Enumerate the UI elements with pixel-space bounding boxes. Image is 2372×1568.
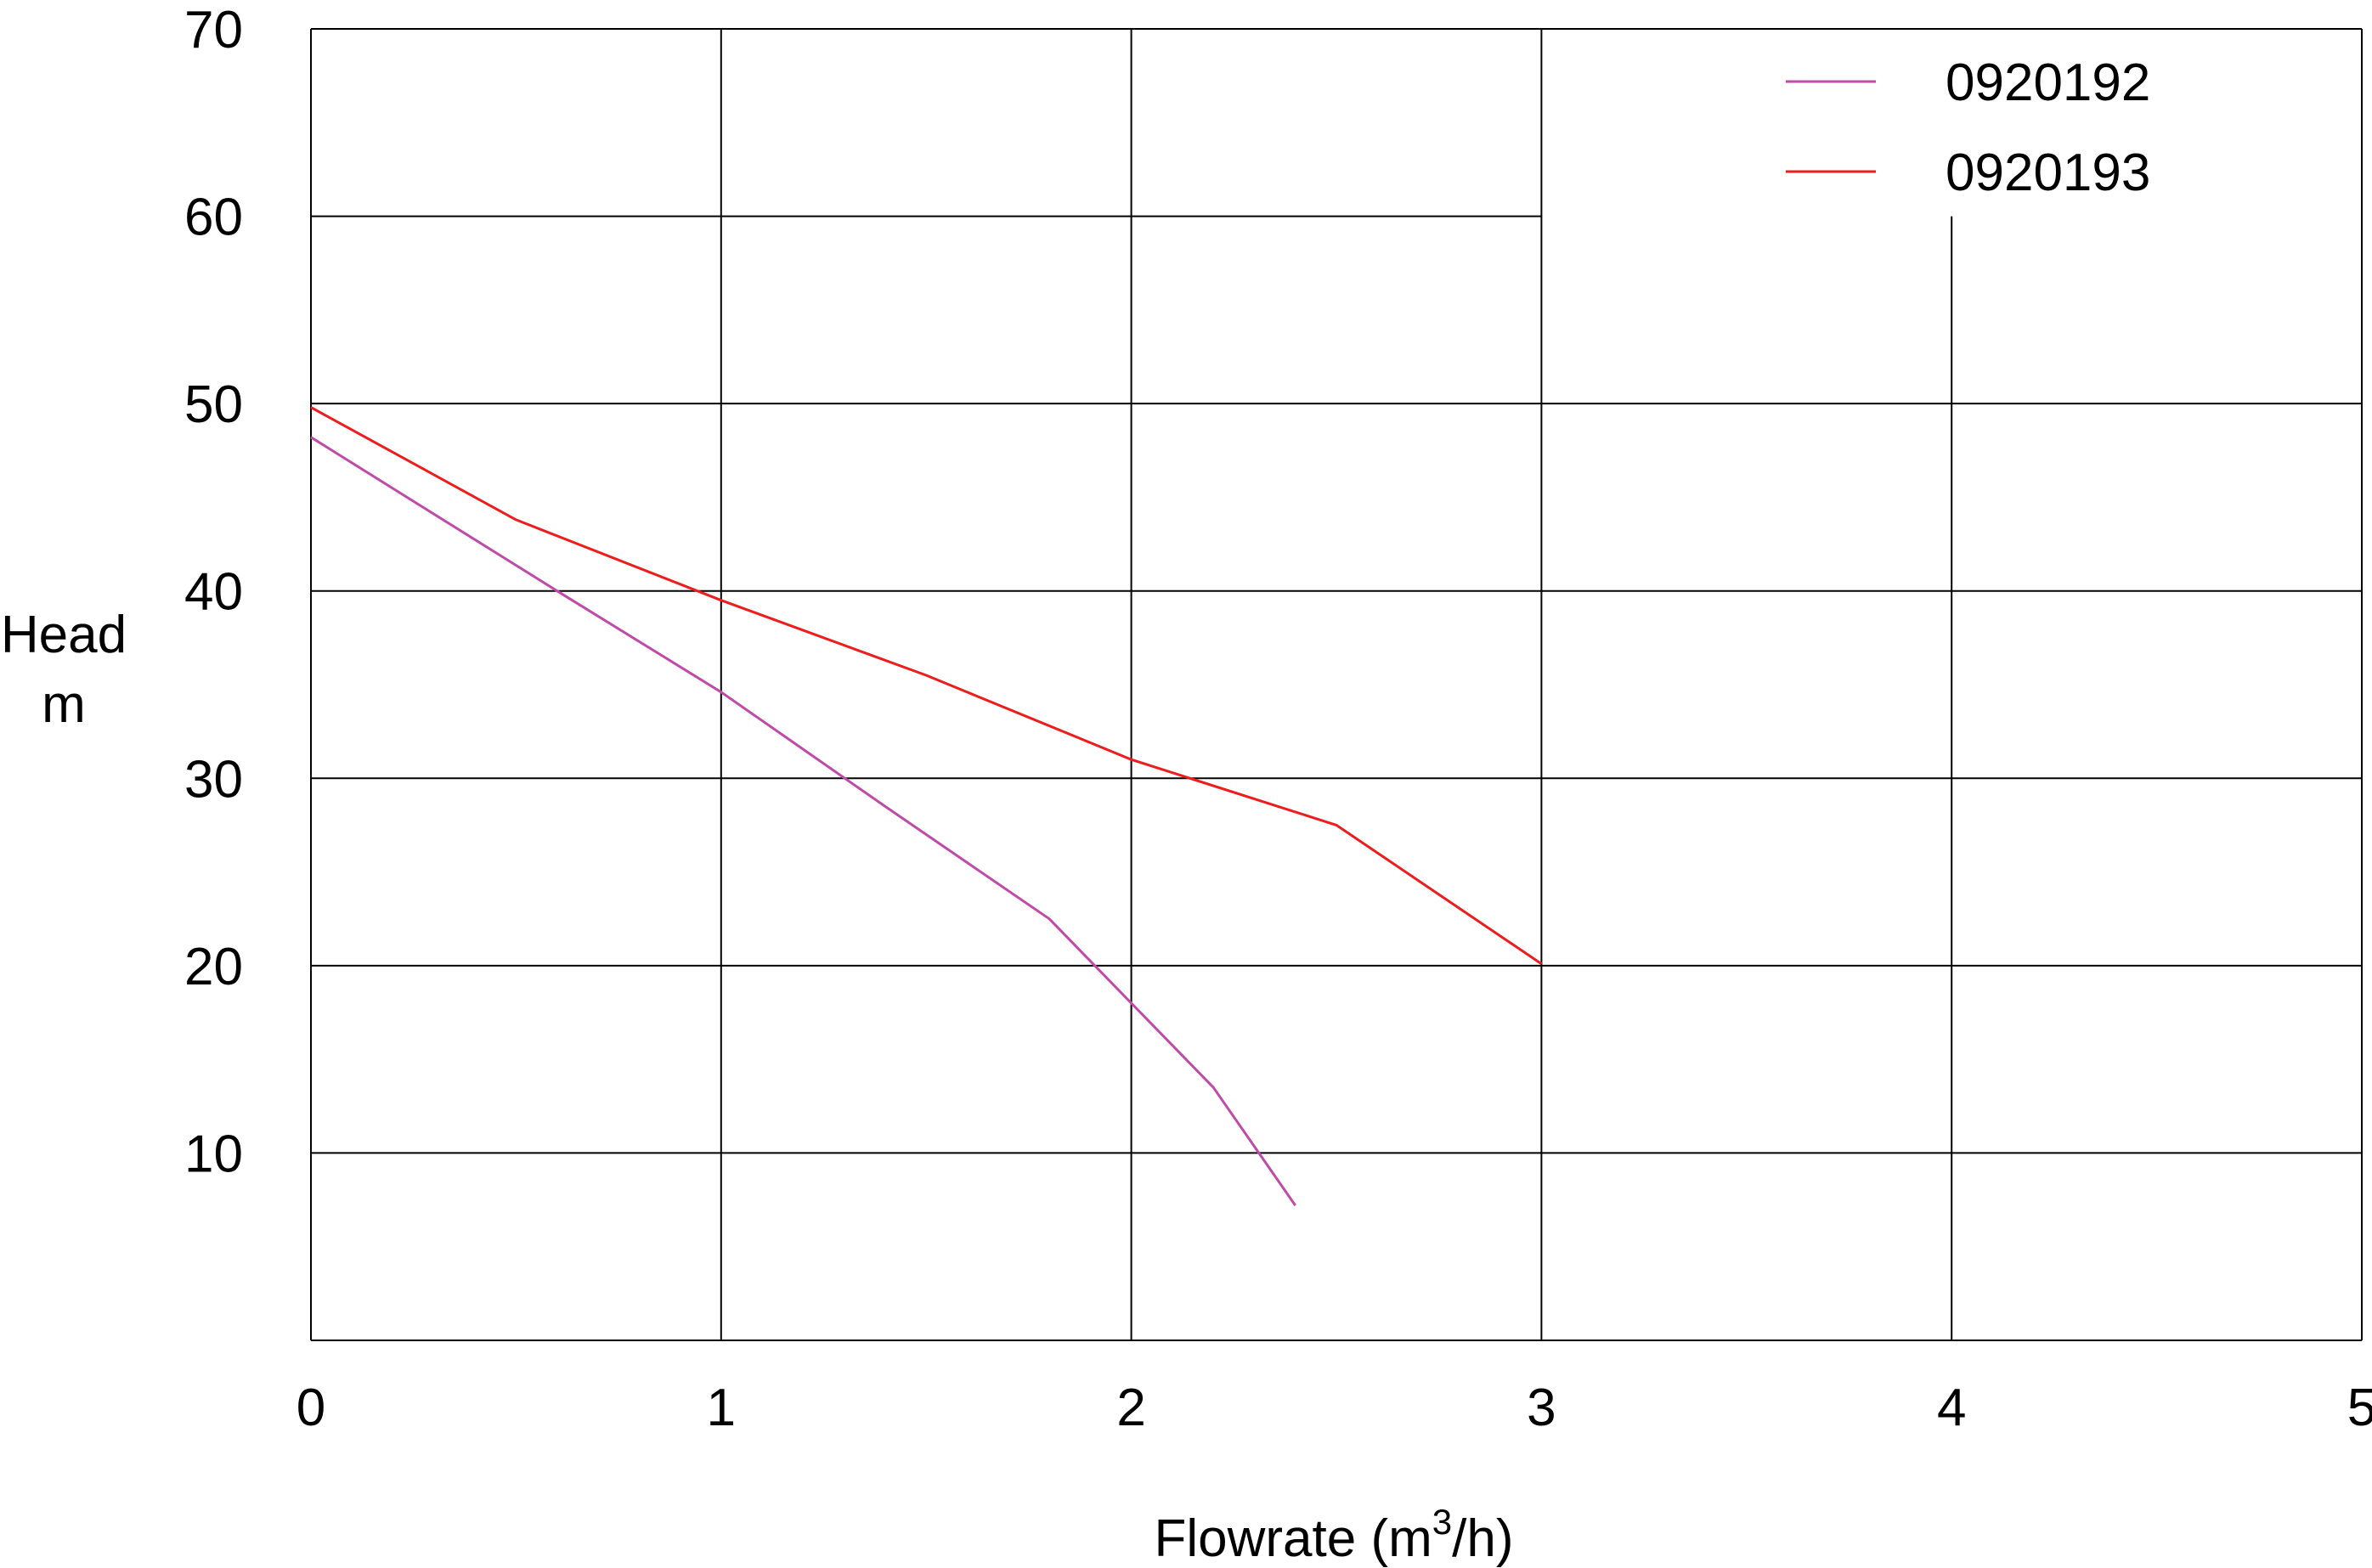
x-axis-label: Flowrate (m3/h) [1155, 1502, 1514, 1568]
series-lines [310, 406, 1543, 1207]
x-tick-label-4: 4 [1937, 1379, 1966, 1437]
y-tick-label-30: 30 [184, 750, 243, 809]
x-tick-label-3: 3 [1527, 1379, 1556, 1437]
legend: 0920192 0920193 [1786, 54, 2150, 202]
x-tick-label-2: 2 [1116, 1379, 1145, 1437]
tick-labels: 0 1 2 3 4 5 10 20 30 40 50 60 70 [184, 1, 2372, 1437]
series-line-0920193 [310, 406, 1543, 965]
series-line-0920192 [310, 436, 1296, 1207]
y-tick-label-10: 10 [184, 1125, 243, 1183]
y-tick-label-60: 60 [184, 189, 243, 247]
y-tick-label-70: 70 [184, 1, 243, 59]
y-tick-label-50: 50 [184, 375, 243, 434]
legend-label-0920192: 0920192 [1946, 54, 2150, 112]
x-tick-label-1: 1 [707, 1379, 736, 1437]
x-tick-label-5: 5 [2347, 1379, 2372, 1437]
x-tick-label-0: 0 [296, 1379, 325, 1437]
y-tick-label-20: 20 [184, 938, 243, 996]
y-axis-label-line1: Head [1, 606, 127, 664]
grid [310, 28, 2363, 1341]
x-axis-label-main: Flowrate (m [1155, 1509, 1432, 1568]
legend-label-0920193: 0920193 [1946, 144, 2150, 202]
x-axis-label-superscript: 3 [1432, 1502, 1452, 1542]
x-axis-label-end: /h) [1452, 1509, 1513, 1568]
y-axis-label-line2: m [42, 675, 86, 734]
y-tick-label-40: 40 [184, 563, 243, 622]
